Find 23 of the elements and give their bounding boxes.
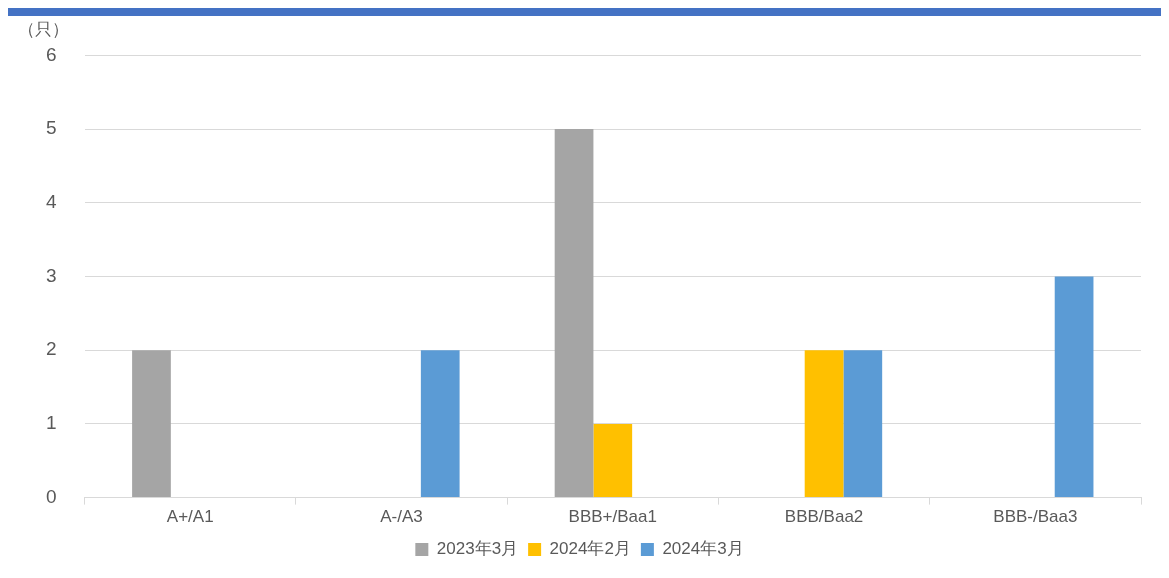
bar <box>804 350 844 498</box>
x-tick-label: A-/A3 <box>380 507 423 527</box>
y-tick-label: 2 <box>45 338 57 360</box>
bar <box>554 129 594 498</box>
legend-label: 2024年2月 <box>549 539 631 559</box>
y-axis-title: （只） <box>18 20 69 40</box>
x-tick-label: BBB-/Baa3 <box>993 507 1078 527</box>
y-tick-label: 4 <box>45 191 57 213</box>
y-tick-label: 6 <box>45 43 57 65</box>
bar <box>843 350 883 498</box>
bar <box>1054 276 1094 498</box>
legend-label: 2024年3月 <box>662 539 744 559</box>
bar <box>593 423 633 498</box>
x-tick-label: BBB/Baa2 <box>784 507 864 527</box>
bar <box>420 350 460 498</box>
y-tick-label: 0 <box>45 485 57 507</box>
bar <box>132 350 171 498</box>
y-tick-label: 3 <box>45 264 57 286</box>
legend-label: 2023年3月 <box>436 539 519 559</box>
x-tick-label: BBB+/Baa1 <box>568 507 657 527</box>
x-tick-label: A+/A1 <box>166 507 214 527</box>
y-tick-label: 5 <box>45 117 57 139</box>
y-tick-label: 1 <box>45 412 57 434</box>
